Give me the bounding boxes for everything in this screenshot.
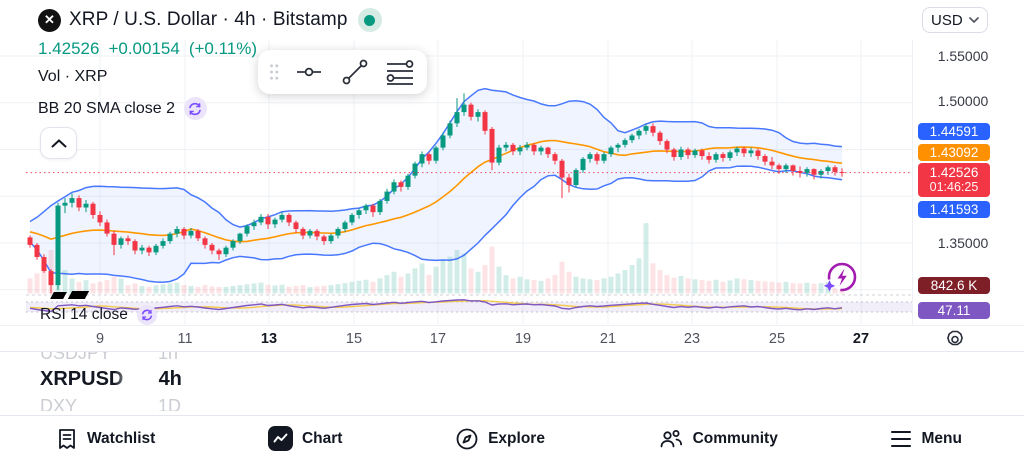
picker-symbol: XRPUSD — [40, 368, 124, 390]
bb-upper-badge: 1.44591 — [918, 122, 990, 140]
watchlist-icon — [59, 428, 75, 449]
time-axis[interactable]: 9 11 13 15 17 19 21 23 25 27 — [0, 325, 1024, 352]
nav-menu[interactable]: Menu — [890, 429, 962, 448]
nav-label: Chart — [301, 429, 343, 447]
collapse-legend-button[interactable] — [40, 127, 77, 159]
time-tick: 19 — [514, 331, 532, 347]
nav-label: Menu — [921, 429, 962, 447]
time-tick: 13 — [260, 331, 278, 347]
time-tick: 21 — [599, 331, 617, 347]
axis-price-label: 1.50000 — [937, 93, 989, 109]
rsi-pane — [26, 294, 912, 313]
community-icon — [660, 429, 682, 447]
rsi-indicator-label[interactable]: RSI 14 close — [40, 306, 128, 323]
bb-lower-badge: 1.41593 — [918, 200, 990, 218]
symbol-title[interactable]: XRP / U.S. Dollar · 4h · Bitstamp — [69, 9, 348, 30]
bottom-tool-strip: USDJPY 1h XRPUSD 4h DXY 1D — [0, 352, 1024, 415]
axis-price-label: 1.55000 — [937, 48, 989, 64]
trend-line-tool-button[interactable] — [338, 54, 372, 90]
currency-value: USD — [931, 11, 963, 29]
chart-icon — [267, 426, 293, 451]
time-tick: 17 — [429, 331, 447, 347]
drag-handle[interactable] — [268, 61, 280, 83]
price-axis[interactable]: 1.55000 1.50000 1.35000 1.44591 1.43092 1.425… — [912, 40, 1024, 325]
picker-symbol: USDJPY — [40, 352, 112, 363]
bb-indicator-label[interactable]: BB 20 SMA close 2 — [38, 99, 175, 117]
symbol-picker-below[interactable]: DXY 1D — [40, 396, 181, 411]
picker-interval: 1h — [158, 352, 179, 363]
horizontal-line-tool-button[interactable] — [292, 54, 326, 90]
chevron-down-icon — [969, 17, 979, 23]
last-price: 1.42526 — [38, 39, 100, 58]
candlesticks — [27, 93, 845, 294]
explore-icon — [456, 428, 478, 449]
axis-settings-gear-icon[interactable] — [944, 329, 966, 355]
boost-flash-icon[interactable] — [818, 258, 860, 305]
price-row: 1.42526 +0.00154 (+0.11%) — [38, 39, 382, 59]
time-tick: 25 — [768, 331, 786, 347]
grid-lines — [0, 40, 912, 325]
last-price-badge: 1.42526 01:46:25 — [918, 163, 990, 197]
currency-select[interactable]: USD — [922, 7, 988, 33]
nav-watchlist[interactable]: Watchlist — [56, 427, 155, 451]
time-tick: 27 — [852, 331, 870, 347]
xrp-logo-icon: ✕ — [38, 8, 61, 32]
nav-label: Community — [692, 429, 778, 447]
horizontal-line-icon — [297, 67, 322, 77]
nav-label: Explore — [488, 429, 545, 447]
rsi-badge: 47.11 — [918, 301, 990, 319]
volume-indicator-label[interactable]: Vol · XRP — [38, 68, 108, 85]
price-change-pct: (+0.11%) — [188, 39, 258, 58]
price-chart[interactable] — [0, 40, 1024, 352]
time-tick: 23 — [683, 331, 701, 347]
bottom-navigation: Watchlist Chart Explore Community — [0, 415, 1024, 461]
price-change: +0.00154 — [108, 39, 180, 58]
bb-basis-badge: 1.43092 — [918, 143, 990, 161]
floating-drawing-toolbar — [258, 50, 427, 94]
market-status-icon[interactable] — [357, 8, 382, 32]
trend-line-icon — [342, 59, 368, 85]
time-tick: 15 — [345, 331, 363, 347]
chart-legend: ✕ XRP / U.S. Dollar · 4h · Bitstamp 1.42… — [38, 8, 382, 120]
fib-lines-icon — [386, 60, 414, 85]
time-tick: 11 — [177, 331, 193, 347]
nav-chart[interactable]: Chart — [267, 426, 343, 451]
rsi-reload-icon[interactable] — [136, 305, 157, 325]
fib-lines-tool-button[interactable] — [383, 54, 417, 90]
nav-explore[interactable]: Explore — [455, 427, 545, 451]
picker-symbol: DXY — [40, 396, 78, 411]
volume-badge: 842.6 K — [918, 276, 990, 294]
bb-reload-icon[interactable] — [183, 97, 207, 120]
chevron-up-icon — [51, 138, 66, 147]
nav-community[interactable]: Community — [658, 427, 778, 451]
symbol-picker-above[interactable]: USDJPY 1h — [40, 352, 178, 364]
picker-fade — [114, 369, 148, 393]
axis-price-label: 1.35000 — [937, 235, 989, 251]
nav-label: Watchlist — [87, 429, 156, 447]
picker-interval: 4h — [158, 368, 182, 390]
time-tick: 9 — [95, 331, 105, 347]
picker-interval: 1D — [158, 396, 182, 411]
symbol-picker-current[interactable]: XRPUSD 4h — [40, 368, 182, 391]
menu-icon — [891, 430, 912, 447]
